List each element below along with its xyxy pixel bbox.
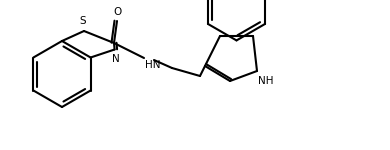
Text: N: N (112, 54, 119, 63)
Text: S: S (80, 16, 86, 26)
Text: O: O (114, 7, 122, 17)
Text: HN: HN (145, 60, 161, 70)
Text: NH: NH (258, 76, 273, 86)
